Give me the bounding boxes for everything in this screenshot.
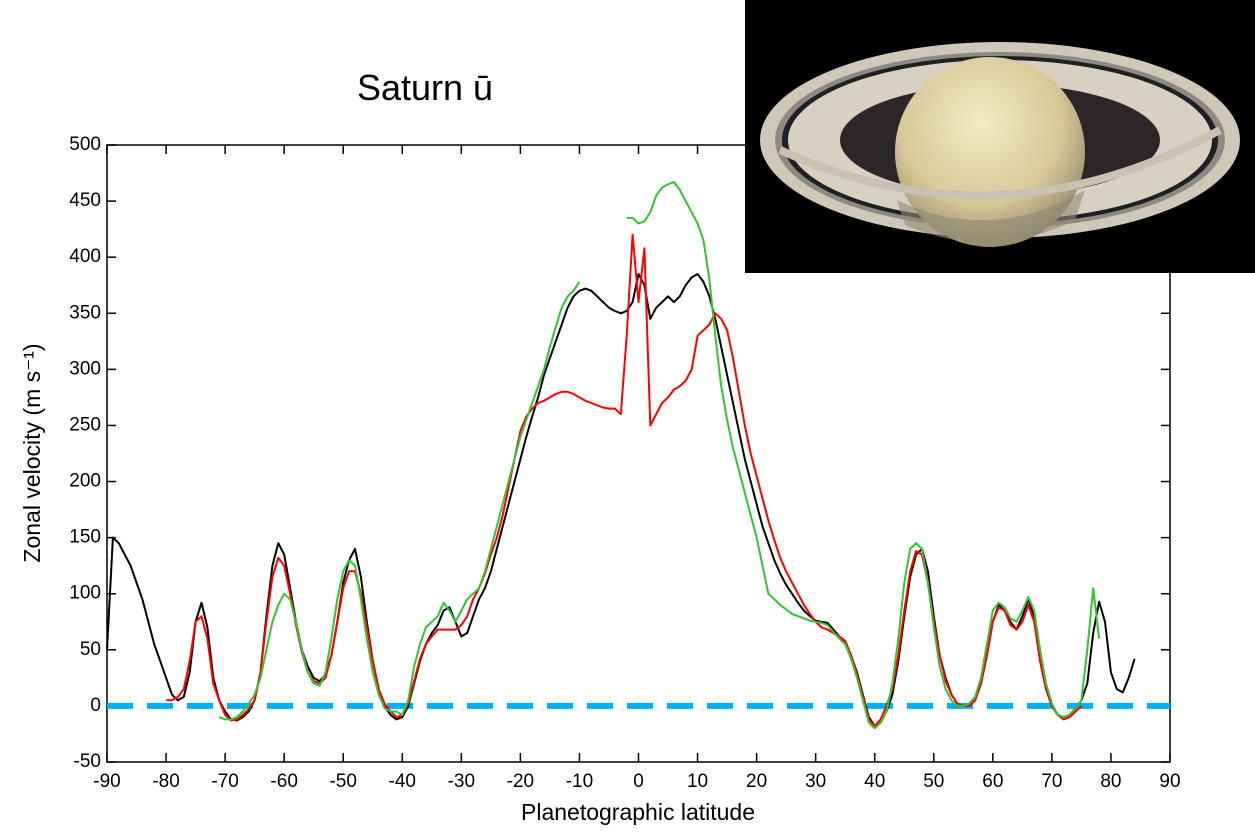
y-tick-label: 50 [80, 639, 101, 660]
x-tick-label: -60 [270, 771, 297, 792]
x-tick-label: -80 [152, 771, 179, 792]
x-tick-label: -10 [566, 771, 593, 792]
x-tick-label: -20 [507, 771, 534, 792]
y-tick-label: 100 [69, 583, 101, 604]
y-tick-label: 200 [69, 471, 101, 492]
y-tick-label: 0 [90, 695, 101, 716]
y-tick-label: 350 [69, 302, 101, 323]
y-axis-label: Zonal velocity (m s⁻¹) [19, 343, 45, 562]
x-tick-label: -90 [93, 771, 120, 792]
chart-title: Saturn ū [357, 67, 493, 108]
x-tick-label: -50 [329, 771, 356, 792]
y-tick-label: -50 [74, 751, 101, 772]
series-line [218, 181, 1101, 730]
y-tick-label: 400 [69, 246, 101, 267]
x-tick-label: 30 [805, 771, 826, 792]
x-tick-label: -30 [448, 771, 475, 792]
x-tick-label: 80 [1100, 771, 1121, 792]
plot-area: -90 -80 -70 -60 -50 -40 -30 -20 -10 0 10 20 30 40 50 60… [69, 134, 1180, 792]
front-ring [778, 126, 1222, 200]
x-tick-label: 90 [1159, 771, 1180, 792]
x-tick-label: 70 [1041, 771, 1062, 792]
y-tick-label: 150 [69, 527, 101, 548]
y-tick-label: 300 [69, 358, 101, 379]
planet-shadow-band [897, 190, 1085, 243]
x-tick-label: -70 [211, 771, 238, 792]
x-axis-label: Planetographic latitude [521, 799, 755, 825]
x-tick-label: 10 [687, 771, 708, 792]
y-tick-label: 450 [69, 190, 101, 211]
x-tick-label: 0 [633, 771, 644, 792]
x-tick-label: -40 [389, 771, 416, 792]
x-tick-label: 20 [746, 771, 767, 792]
saturn-photo [745, 0, 1255, 273]
x-tick-label: 40 [864, 771, 885, 792]
x-tick-label: 50 [923, 771, 944, 792]
plot-frame [106, 144, 1171, 763]
planet-globe [895, 57, 1085, 247]
y-tick-label: 500 [69, 134, 101, 155]
y-tick-label: 250 [69, 414, 101, 435]
x-tick-label: 60 [982, 771, 1003, 792]
